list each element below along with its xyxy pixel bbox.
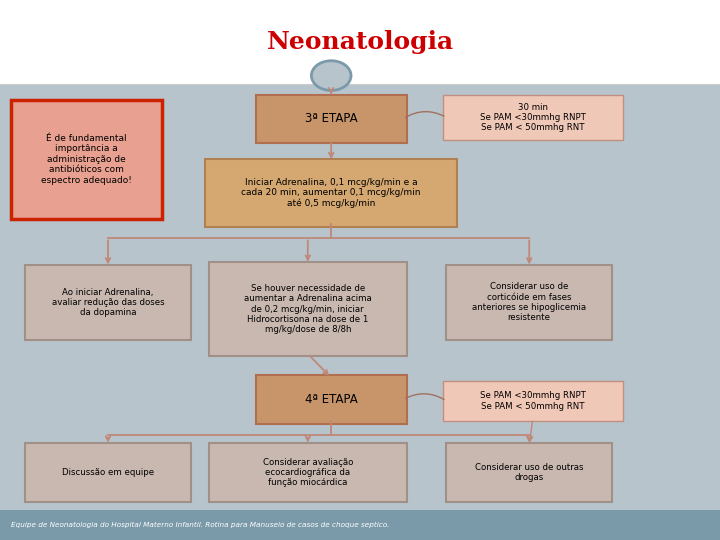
FancyBboxPatch shape <box>443 94 623 140</box>
Text: 3ª ETAPA: 3ª ETAPA <box>305 112 358 125</box>
FancyBboxPatch shape <box>0 0 720 84</box>
FancyBboxPatch shape <box>0 510 720 540</box>
FancyBboxPatch shape <box>256 94 407 143</box>
FancyBboxPatch shape <box>446 443 612 502</box>
Text: Iniciar Adrenalina, 0,1 mcg/kg/min e a
cada 20 min, aumentar 0,1 mcg/kg/min
até : Iniciar Adrenalina, 0,1 mcg/kg/min e a c… <box>241 178 421 208</box>
Text: Ao iniciar Adrenalina,
avaliar redução das doses
da dopamina: Ao iniciar Adrenalina, avaliar redução d… <box>52 287 164 318</box>
FancyBboxPatch shape <box>209 262 407 356</box>
Text: Se houver necessidade de
aumentar a Adrenalina acima
de 0,2 mcg/kg/min, iniciar
: Se houver necessidade de aumentar a Adre… <box>244 284 372 334</box>
FancyBboxPatch shape <box>25 443 191 502</box>
Text: Considerar uso de
corticóide em fases
anteriores se hipoglicemia
resistente: Considerar uso de corticóide em fases an… <box>472 282 586 322</box>
FancyBboxPatch shape <box>11 100 162 219</box>
Ellipse shape <box>311 60 351 91</box>
Text: Considerar avaliação
ecocardiográfica da
função miocárdica: Considerar avaliação ecocardiográfica da… <box>263 457 353 488</box>
Text: Equipe de Neonatologia do Hospital Materno Infantil. Rotina para Manuseio de cas: Equipe de Neonatologia do Hospital Mater… <box>11 522 390 528</box>
FancyBboxPatch shape <box>205 159 457 227</box>
FancyBboxPatch shape <box>446 265 612 340</box>
FancyBboxPatch shape <box>25 265 191 340</box>
Text: Considerar uso de outras
drogas: Considerar uso de outras drogas <box>475 463 583 482</box>
Text: 4ª ETAPA: 4ª ETAPA <box>305 393 358 406</box>
Text: Neonatologia: Neonatologia <box>266 30 454 54</box>
Text: Se PAM <30mmhg RNPT
Se PAM < 50mmhg RNT: Se PAM <30mmhg RNPT Se PAM < 50mmhg RNT <box>480 392 586 410</box>
Text: Discussão em equipe: Discussão em equipe <box>62 468 154 477</box>
FancyBboxPatch shape <box>256 375 407 424</box>
FancyBboxPatch shape <box>443 381 623 421</box>
Text: É de fundamental
importância a
administração de
antibióticos com
espectro adequa: É de fundamental importância a administr… <box>41 134 132 185</box>
FancyBboxPatch shape <box>209 443 407 502</box>
Text: 30 min
Se PAM <30mmhg RNPT
Se PAM < 50mmhg RNT: 30 min Se PAM <30mmhg RNPT Se PAM < 50mm… <box>480 103 586 132</box>
